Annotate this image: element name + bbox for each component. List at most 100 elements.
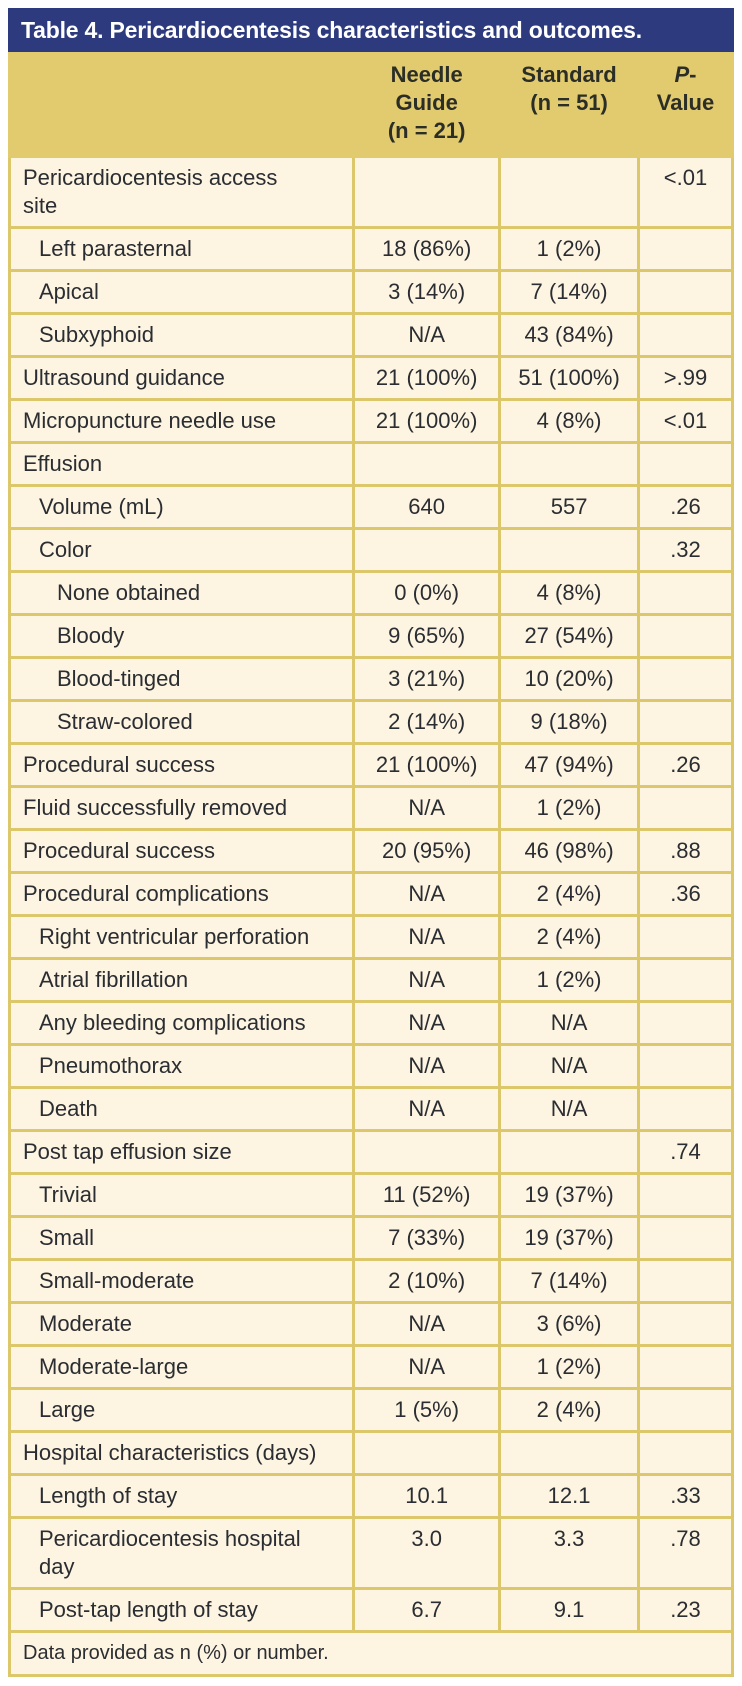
standard-value: 3.3: [498, 1516, 640, 1590]
header-standard-line1: Standard: [521, 62, 617, 87]
p-value-cell: .88: [636, 828, 735, 874]
standard-value: [498, 155, 640, 229]
row-label: Hospital characteristics (days): [7, 1430, 356, 1476]
p-value-cell: [636, 1043, 735, 1089]
table-row: Small-moderate 2 (10%) 7 (14%): [7, 1258, 735, 1304]
needle-guide-value: 21 (100%): [352, 355, 502, 401]
needle-guide-value: N/A: [352, 785, 502, 831]
standard-value: 9 (18%): [498, 699, 640, 745]
standard-value: N/A: [498, 1043, 640, 1089]
needle-guide-value: N/A: [352, 914, 502, 960]
header-needle-guide-line2: Guide: [395, 90, 458, 115]
header-row: Needle Guide (n = 21) Standard (n = 51) …: [7, 52, 735, 158]
p-value-cell: [636, 914, 735, 960]
table-row: Trivial 11 (52%) 19 (37%): [7, 1172, 735, 1218]
row-label: Subxyphoid: [7, 312, 356, 358]
row-label: Effusion: [7, 441, 356, 487]
p-value-cell: [636, 1172, 735, 1218]
standard-value: [498, 1129, 640, 1175]
p-value-cell: .26: [636, 742, 735, 788]
standard-value: 46 (98%): [498, 828, 640, 874]
row-label: Any bleeding complications: [7, 1000, 356, 1046]
row-label: Right ventricular perforation: [7, 914, 356, 960]
p-value-cell: [636, 1387, 735, 1433]
needle-guide-value: 20 (95%): [352, 828, 502, 874]
table-row: Volume (mL) 640 557 .26: [7, 484, 735, 530]
p-value-cell: .78: [636, 1516, 735, 1590]
row-label: Trivial: [7, 1172, 356, 1218]
row-label: Procedural success: [7, 828, 356, 874]
row-label: Blood-tinged: [7, 656, 356, 702]
header-needle-guide-line1: Needle: [390, 62, 463, 87]
p-value-cell: [636, 1086, 735, 1132]
p-value-cell: [636, 1000, 735, 1046]
standard-value: 4 (8%): [498, 398, 640, 444]
standard-value: 1 (2%): [498, 226, 640, 272]
p-value-cell: .74: [636, 1129, 735, 1175]
needle-guide-value: 21 (100%): [352, 742, 502, 788]
row-label: Small-moderate: [7, 1258, 356, 1304]
needle-guide-value: N/A: [352, 957, 502, 1003]
p-value-cell: .26: [636, 484, 735, 530]
table-row: Large 1 (5%) 2 (4%): [7, 1387, 735, 1433]
needle-guide-value: 10.1: [352, 1473, 502, 1519]
p-value-cell: [636, 1301, 735, 1347]
table-row: Effusion: [7, 441, 735, 487]
row-label: None obtained: [7, 570, 356, 616]
needle-guide-value: 1 (5%): [352, 1387, 502, 1433]
table-row: Right ventricular perforation N/A 2 (4%): [7, 914, 735, 960]
standard-value: 43 (84%): [498, 312, 640, 358]
standard-value: N/A: [498, 1000, 640, 1046]
p-value-cell: [636, 441, 735, 487]
standard-value: [498, 527, 640, 573]
row-label: Small: [7, 1215, 356, 1261]
header-p-italic: P: [674, 62, 690, 87]
needle-guide-value: N/A: [352, 1000, 502, 1046]
standard-value: 1 (2%): [498, 785, 640, 831]
needle-guide-value: 3.0: [352, 1516, 502, 1590]
row-label: Pericardiocentesis access site: [7, 155, 356, 229]
header-p-hyphen: -: [689, 62, 697, 87]
footnote: Data provided as n (%) or number.: [8, 1630, 734, 1677]
needle-guide-value: 3 (14%): [352, 269, 502, 315]
standard-value: 7 (14%): [498, 1258, 640, 1304]
needle-guide-value: [352, 527, 502, 573]
row-label: Large: [7, 1387, 356, 1433]
needle-guide-value: 3 (21%): [352, 656, 502, 702]
needle-guide-value: N/A: [352, 312, 502, 358]
table-row: Ultrasound guidance 21 (100%) 51 (100%) …: [7, 355, 735, 401]
row-label: Color: [7, 527, 356, 573]
standard-value: 3 (6%): [498, 1301, 640, 1347]
needle-guide-value: N/A: [352, 1043, 502, 1089]
standard-value: 7 (14%): [498, 269, 640, 315]
row-label: Post tap effusion size: [7, 1129, 356, 1175]
p-value-cell: [636, 699, 735, 745]
needle-guide-value: 6.7: [352, 1587, 502, 1633]
needle-guide-value: 7 (33%): [352, 1215, 502, 1261]
standard-value: 47 (94%): [498, 742, 640, 788]
needle-guide-value: 640: [352, 484, 502, 530]
table-row: Pericardiocentesis access site <.01: [7, 155, 735, 229]
p-value-cell: [636, 656, 735, 702]
table-row: None obtained 0 (0%) 4 (8%): [7, 570, 735, 616]
p-value-cell: [636, 312, 735, 358]
header-needle-guide: Needle Guide (n = 21): [352, 52, 502, 158]
table-row: Left parasternal 18 (86%) 1 (2%): [7, 226, 735, 272]
standard-value: 27 (54%): [498, 613, 640, 659]
p-value-cell: [636, 1215, 735, 1261]
p-value-cell: [636, 613, 735, 659]
table-row: Hospital characteristics (days): [7, 1430, 735, 1476]
standard-value: 19 (37%): [498, 1215, 640, 1261]
needle-guide-value: 0 (0%): [352, 570, 502, 616]
row-label: Procedural complications: [7, 871, 356, 917]
p-value-cell: [636, 1430, 735, 1476]
table-row: Pneumothorax N/A N/A: [7, 1043, 735, 1089]
table-row: Color .32: [7, 527, 735, 573]
p-value-cell: [636, 1258, 735, 1304]
needle-guide-value: [352, 1430, 502, 1476]
row-label: Micropuncture needle use: [7, 398, 356, 444]
row-label: Bloody: [7, 613, 356, 659]
p-value-cell: [636, 785, 735, 831]
p-value-cell: [636, 957, 735, 1003]
